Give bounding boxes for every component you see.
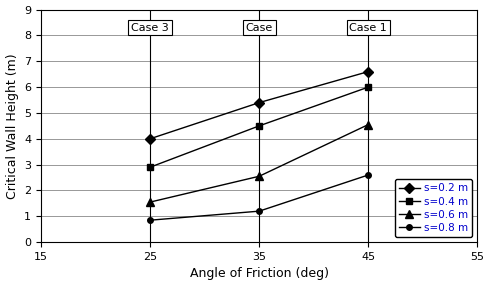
Line: s=0.8 m: s=0.8 m: [147, 172, 371, 223]
Line: s=0.2 m: s=0.2 m: [147, 68, 372, 142]
Line: s=0.4 m: s=0.4 m: [147, 84, 372, 171]
s=0.6 m: [147, 200, 153, 204]
s=0.2 m: [147, 137, 153, 140]
s=0.4 m: [147, 166, 153, 169]
s=0.4 m: [256, 124, 262, 128]
s=0.2 m: [256, 101, 262, 104]
s=0.8 m: [366, 173, 371, 177]
Y-axis label: Critical Wall Height (m): Critical Wall Height (m): [5, 53, 19, 199]
Line: s=0.6 m: s=0.6 m: [146, 120, 372, 206]
Legend: s=0.2 m, s=0.4 m, s=0.6 m, s=0.8 m: s=0.2 m, s=0.4 m, s=0.6 m, s=0.8 m: [395, 179, 472, 237]
s=0.4 m: [366, 86, 371, 89]
s=0.6 m: [366, 123, 371, 126]
Text: Case 1: Case 1: [349, 23, 387, 33]
s=0.2 m: [366, 70, 371, 73]
s=0.6 m: [256, 174, 262, 178]
s=0.8 m: [147, 219, 153, 222]
Text: Case: Case: [245, 23, 273, 33]
X-axis label: Angle of Friction (deg): Angle of Friction (deg): [190, 267, 329, 281]
s=0.8 m: [256, 209, 262, 213]
Text: Case 3: Case 3: [131, 23, 169, 33]
